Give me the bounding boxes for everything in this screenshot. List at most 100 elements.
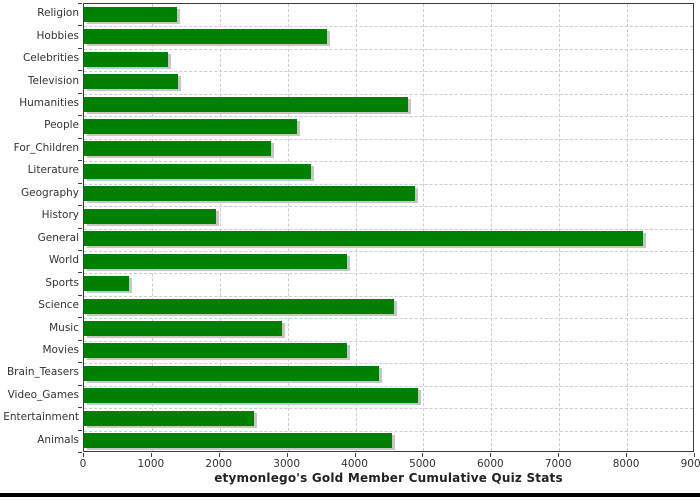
y-axis-label: Religion	[37, 7, 79, 20]
chart-title: etymonlego's Gold Member Cumulative Quiz…	[214, 471, 563, 485]
horizontal-gridline	[84, 363, 693, 365]
vertical-gridline	[491, 4, 493, 451]
x-axis-tick-label: 3000	[273, 458, 301, 470]
y-axis-label: Geography	[21, 186, 79, 199]
y-axis-label: Literature	[27, 164, 79, 177]
bar-religion	[84, 6, 177, 22]
y-axis-label: World	[48, 254, 79, 267]
bar-television	[84, 74, 179, 90]
y-axis-tick	[78, 294, 82, 296]
horizontal-gridline	[84, 93, 693, 95]
x-axis-tick	[150, 453, 152, 457]
x-axis-tick	[286, 453, 288, 457]
y-axis-tick	[78, 452, 82, 453]
y-axis-tick	[78, 429, 82, 431]
y-axis-tick	[78, 92, 82, 94]
y-axis-tick	[78, 362, 82, 364]
x-axis-tick-label: 1000	[137, 458, 165, 470]
vertical-gridline	[627, 4, 629, 451]
x-axis-tick	[626, 453, 628, 457]
x-axis-tick	[218, 453, 220, 457]
x-axis-tick-label: 2000	[205, 458, 233, 470]
y-axis-tick	[78, 317, 82, 319]
y-axis-label: Music	[49, 321, 79, 334]
bar-brain_teasers	[84, 365, 379, 381]
horizontal-gridline	[84, 206, 693, 208]
y-axis-label: Hobbies	[36, 29, 80, 42]
x-axis-tick-label: 5000	[409, 458, 436, 470]
bar-hobbies	[84, 29, 328, 45]
y-axis-tick	[78, 339, 82, 341]
bar-sports	[84, 276, 129, 292]
y-axis-label: People	[44, 119, 79, 132]
y-axis-label: Entertainment	[3, 411, 79, 424]
y-axis-tick	[78, 25, 82, 27]
y-axis-label: History	[41, 209, 79, 222]
x-axis-tick	[422, 453, 424, 457]
y-axis-tick	[78, 3, 82, 4]
bar-animals	[84, 433, 393, 449]
y-axis-tick	[78, 272, 82, 274]
horizontal-gridline	[84, 430, 693, 432]
vertical-gridline	[559, 4, 561, 451]
y-axis-label: Brain_Teasers	[6, 366, 79, 379]
y-axis-tick	[78, 384, 82, 386]
bar-celebrities	[84, 51, 169, 67]
vertical-gridline	[219, 4, 221, 451]
bar-humanities	[84, 96, 408, 112]
horizontal-gridline	[84, 161, 693, 163]
x-axis-tick-label: 7000	[544, 458, 572, 470]
bar-music	[84, 321, 283, 337]
horizontal-gridline	[84, 295, 693, 297]
bar-movies	[84, 343, 348, 359]
y-axis-tick	[78, 70, 82, 72]
y-axis-label: Humanities	[19, 97, 79, 110]
y-axis-tick	[78, 137, 82, 139]
bar-literature	[84, 163, 311, 179]
x-axis-tick-label: 4000	[341, 458, 368, 470]
bar-history	[84, 208, 216, 224]
horizontal-gridline	[84, 273, 693, 275]
x-axis-tick-label: 8000	[612, 458, 640, 470]
x-axis-tick	[354, 453, 356, 457]
y-axis-tick	[78, 160, 82, 162]
horizontal-gridline	[84, 26, 693, 28]
y-axis-label: Television	[27, 74, 79, 87]
x-axis-tick	[490, 453, 492, 457]
horizontal-gridline	[84, 250, 693, 252]
y-axis-label: Sports	[45, 276, 79, 289]
bar-world	[84, 253, 347, 269]
vertical-gridline	[423, 4, 425, 451]
horizontal-gridline	[84, 385, 693, 387]
x-axis-tick	[558, 453, 560, 457]
y-axis-label: Video_Games	[7, 388, 79, 401]
bar-video_games	[84, 388, 418, 404]
vertical-gridline	[151, 4, 153, 451]
y-axis-label: Movies	[42, 343, 79, 356]
y-axis-tick	[78, 227, 82, 229]
horizontal-gridline	[84, 228, 693, 230]
y-axis-tick	[78, 115, 82, 117]
horizontal-gridline	[84, 183, 693, 185]
bar-science	[84, 298, 395, 314]
y-axis-tick	[78, 407, 82, 409]
horizontal-gridline	[84, 48, 693, 50]
x-axis-tick-label: 0	[79, 458, 87, 470]
horizontal-gridline	[84, 340, 693, 342]
y-axis-tick	[78, 205, 82, 207]
horizontal-gridline	[84, 408, 693, 410]
x-axis-tick	[83, 453, 84, 457]
x-axis-tick	[694, 453, 695, 457]
horizontal-gridline	[84, 71, 693, 73]
x-axis-tick-label: 9000	[680, 458, 700, 470]
plot-area	[83, 3, 694, 452]
bar-entertainment	[84, 410, 255, 426]
window-bottom-border	[0, 493, 700, 497]
bar-geography	[84, 186, 415, 202]
y-axis-label: For_Children	[13, 141, 79, 154]
y-axis-label: Animals	[37, 433, 79, 446]
horizontal-gridline	[84, 116, 693, 118]
y-axis-label: General	[37, 231, 79, 244]
x-axis-tick-label: 6000	[476, 458, 504, 470]
